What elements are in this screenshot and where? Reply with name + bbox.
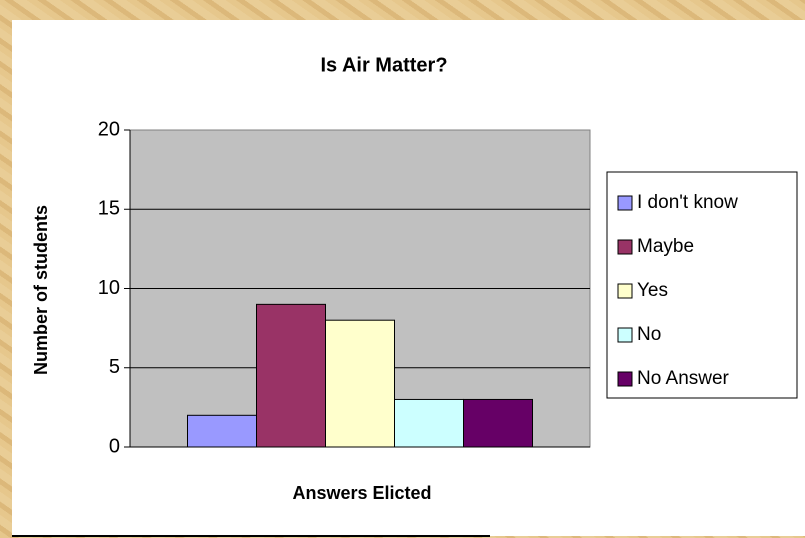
- legend-label: I don't know: [637, 192, 738, 213]
- legend: [606, 171, 798, 399]
- y-tick-label: 5: [109, 356, 120, 378]
- legend-label: Yes: [637, 280, 668, 301]
- y-tick-label: 20: [98, 118, 120, 140]
- bar: [463, 398, 533, 448]
- legend-swatch: [617, 239, 633, 255]
- legend-swatch: [617, 371, 633, 387]
- legend-swatch: [617, 283, 633, 299]
- x-axis-label: Answers Elicted: [292, 483, 431, 503]
- bar: [256, 303, 326, 448]
- bar: [187, 414, 257, 448]
- chart-title: Is Air Matter?: [320, 54, 447, 76]
- y-axis-label: Number of students: [31, 205, 51, 375]
- legend-swatch: [617, 327, 633, 343]
- bar: [325, 319, 395, 448]
- y-tick-label: 0: [109, 435, 120, 457]
- y-tick-label: 15: [98, 198, 120, 220]
- legend-label: No: [637, 324, 661, 345]
- bar: [394, 398, 464, 448]
- legend-swatch: [617, 195, 633, 211]
- y-tick-label: 10: [98, 277, 120, 299]
- legend-label: No Answer: [637, 368, 730, 389]
- legend-label: Maybe: [637, 236, 694, 257]
